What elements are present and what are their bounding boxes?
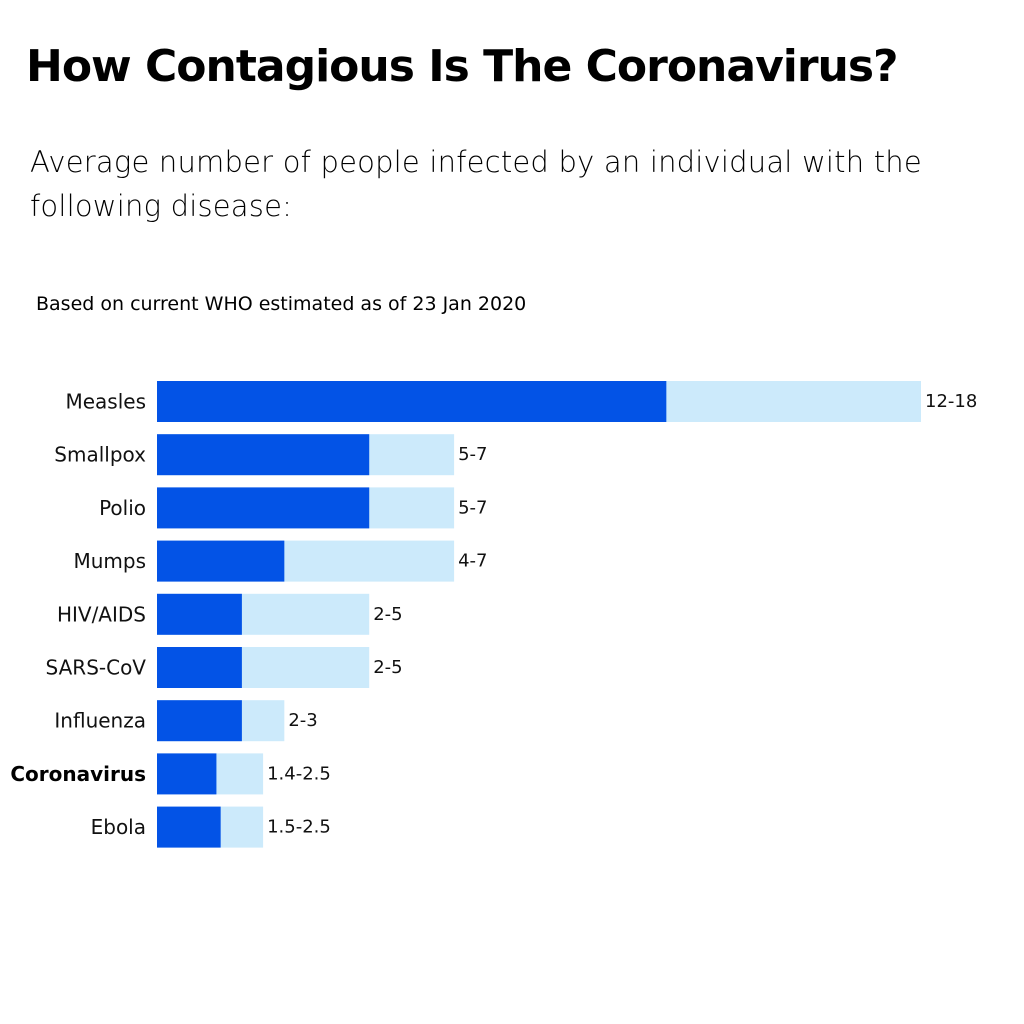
- bar-low-mumps: [157, 540, 285, 582]
- range-label-smallpox: 5-7: [458, 444, 487, 465]
- bar-low-ebola: [157, 806, 221, 848]
- chart-subtitle: Average number of people infected by an …: [30, 145, 922, 223]
- source-note: Based on current WHO estimated as of 23 …: [36, 293, 527, 315]
- category-label-hiv-aids: HIV/AIDS: [57, 602, 146, 626]
- chart-title: How Contagious Is The Coronavirus?: [26, 41, 899, 92]
- range-label-coronavirus: 1.4-2.5: [267, 763, 331, 784]
- range-label-ebola: 1.5-2.5: [267, 817, 331, 838]
- bar-low-polio: [157, 487, 370, 529]
- category-label-measles: Measles: [65, 390, 146, 414]
- category-label-ebola: Ebola: [91, 815, 146, 839]
- category-label-mumps: Mumps: [73, 549, 146, 573]
- bar-low-influenza: [157, 700, 242, 742]
- category-label-sars-cov: SARS-CoV: [46, 656, 147, 680]
- bar-low-coronavirus: [157, 753, 217, 795]
- range-label-mumps: 4-7: [458, 551, 487, 572]
- range-label-measles: 12-18: [925, 391, 977, 412]
- bar-low-sars-cov: [157, 647, 242, 688]
- category-label-influenza: Influenza: [54, 709, 146, 733]
- range-label-polio: 5-7: [458, 497, 487, 518]
- bar-low-hiv-aids: [157, 593, 242, 635]
- bar-low-smallpox: [157, 434, 370, 476]
- category-label-polio: Polio: [99, 496, 146, 520]
- category-label-smallpox: Smallpox: [54, 443, 146, 467]
- range-label-sars-cov: 2-5: [373, 657, 402, 678]
- bar-low-measles: [157, 381, 667, 422]
- category-label-coronavirus: Coronavirus: [10, 762, 146, 786]
- range-label-hiv-aids: 2-5: [373, 604, 402, 625]
- range-label-influenza: 2-3: [288, 710, 317, 731]
